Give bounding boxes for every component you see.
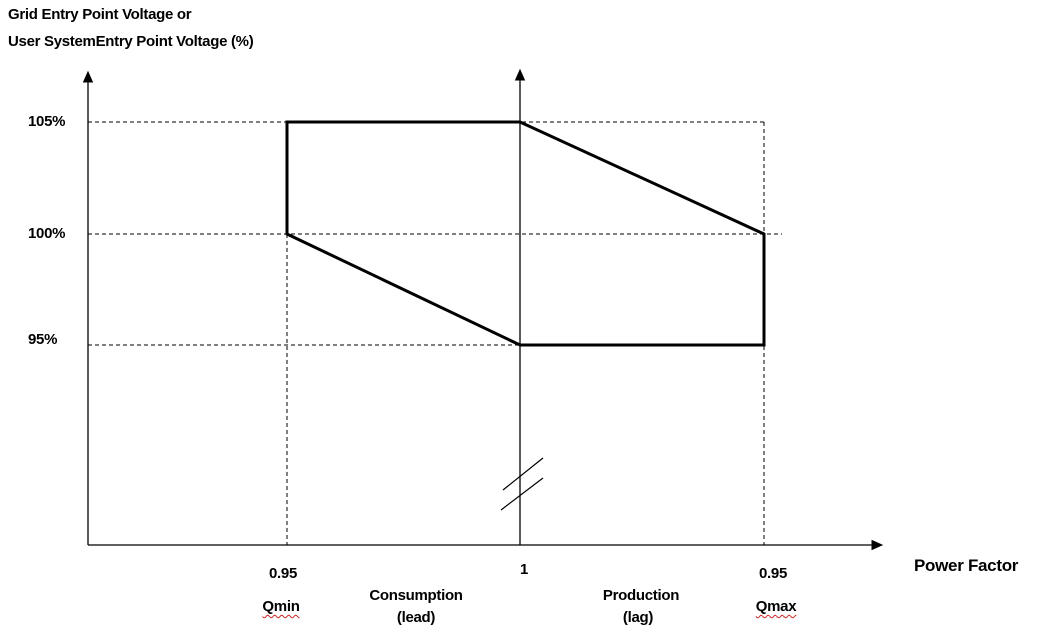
consumption-lead-label: (lead)	[396, 609, 436, 626]
qmin-label: Qmin	[262, 598, 300, 615]
x-tick-right-pf: 0.95	[759, 565, 787, 582]
x-axis-title: Power Factor	[914, 556, 1019, 575]
y-axis-title-line2: User SystemEntry Point Voltage (%)	[8, 33, 254, 50]
axis-break-mark	[500, 477, 544, 511]
axis-break-mark	[502, 457, 544, 491]
production-lag-label: (lag)	[622, 609, 654, 626]
y-tick-95: 95%	[28, 331, 58, 348]
y-tick-105: 105%	[28, 113, 66, 130]
x-tick-left-pf: 0.95	[269, 565, 297, 582]
qmax-label: Qmax	[755, 598, 797, 615]
y-axis-title-line1: Grid Entry Point Voltage or	[8, 6, 192, 23]
production-label: Production	[602, 587, 680, 604]
x-tick-center-pf: 1	[519, 561, 529, 578]
consumption-label: Consumption	[369, 587, 463, 604]
operating-envelope	[285, 120, 766, 347]
y-tick-100: 100%	[28, 225, 66, 242]
